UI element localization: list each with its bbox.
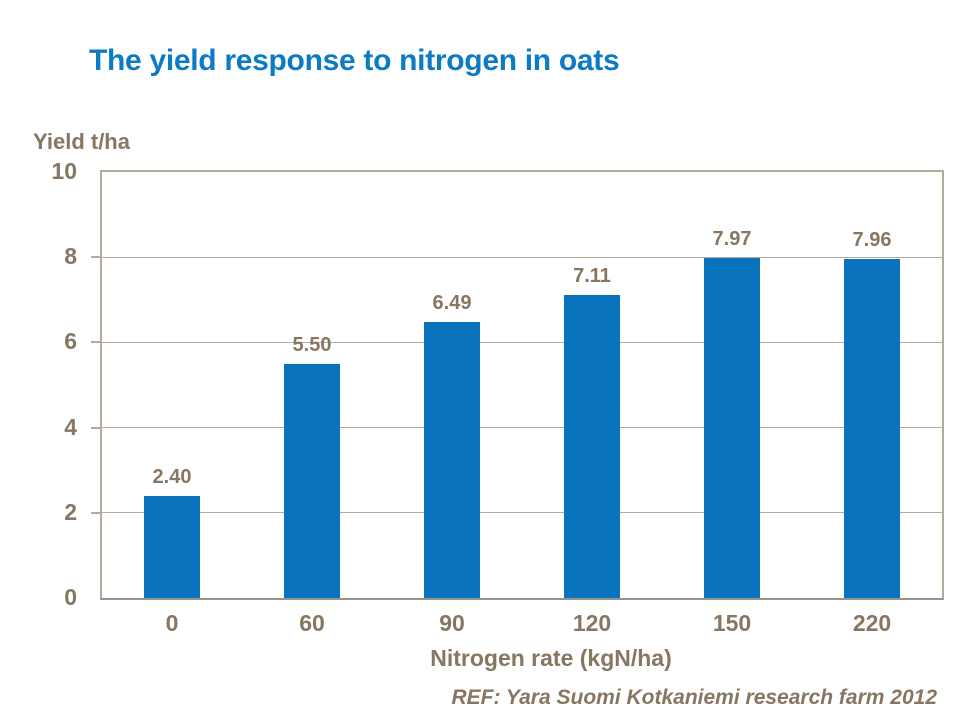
bar-value-label: 7.96 xyxy=(852,228,892,251)
x-tick-label: 90 xyxy=(439,610,465,636)
y-tick-label: 8 xyxy=(64,243,77,270)
bar-value-label: 2.40 xyxy=(152,465,192,488)
gridline xyxy=(102,427,942,429)
bar xyxy=(564,295,620,598)
y-tick-mark xyxy=(91,256,100,259)
reference-note: REF: Yara Suomi Kotkaniemi research farm… xyxy=(451,686,937,709)
bar xyxy=(424,321,480,598)
bar xyxy=(844,258,900,598)
gridline xyxy=(102,341,942,343)
bar xyxy=(284,363,340,598)
y-tick-mark xyxy=(91,511,100,514)
bar-value-label: 7.97 xyxy=(712,228,752,251)
bar-value-label: 6.49 xyxy=(432,291,472,314)
gridline xyxy=(102,512,942,514)
bar-value-label: 5.50 xyxy=(292,333,332,356)
x-tick-label: 60 xyxy=(299,610,325,636)
bar xyxy=(144,495,200,598)
x-tick-label: 0 xyxy=(165,610,179,636)
y-tick-mark xyxy=(91,426,100,429)
y-tick-label: 0 xyxy=(64,584,77,610)
chart-title: The yield response to nitrogen in oats xyxy=(89,44,620,77)
y-tick-label: 2 xyxy=(64,498,77,525)
y-tick-mark xyxy=(91,341,100,344)
x-tick-label: 220 xyxy=(852,610,892,636)
plot-area: 0 2 4 6 8 10 2.40 0 5.50 60 6.49 90 7.11 120 7.97 150 7.… xyxy=(51,158,944,636)
bar-value-label: 7.11 xyxy=(573,265,611,288)
x-tick-label: 120 xyxy=(572,610,612,636)
y-axis-label: Yield t/ha xyxy=(33,129,130,154)
x-tick-label: 150 xyxy=(712,610,752,636)
y-tick-label: 10 xyxy=(51,158,77,184)
bar xyxy=(704,258,760,598)
x-axis-label: Nitrogen rate (kgN/ha) xyxy=(430,645,672,671)
y-tick-label: 4 xyxy=(64,413,77,440)
gridline xyxy=(102,256,942,258)
y-tick-label: 6 xyxy=(64,328,77,355)
